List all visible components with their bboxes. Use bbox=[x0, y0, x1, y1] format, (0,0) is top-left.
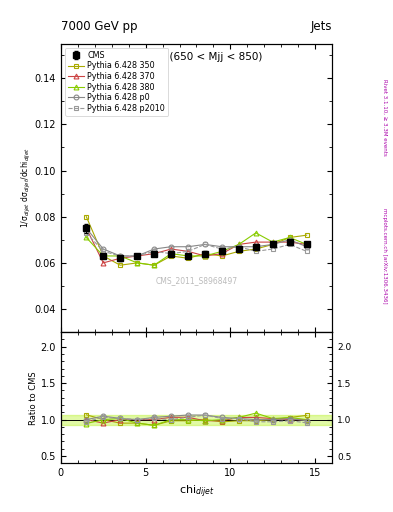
Pythia 6.428 370 bbox=[118, 255, 123, 261]
Y-axis label: Ratio to CMS: Ratio to CMS bbox=[29, 371, 38, 424]
Pythia 6.428 p2010 bbox=[237, 244, 241, 250]
Text: CMS_2011_S8968497: CMS_2011_S8968497 bbox=[156, 275, 237, 285]
Pythia 6.428 380 bbox=[135, 260, 140, 266]
Pythia 6.428 p0 bbox=[135, 253, 140, 259]
Pythia 6.428 370 bbox=[237, 241, 241, 247]
Pythia 6.428 p2010 bbox=[203, 241, 208, 247]
Pythia 6.428 350 bbox=[101, 253, 106, 259]
Pythia 6.428 370 bbox=[84, 225, 89, 231]
Pythia 6.428 p0 bbox=[203, 241, 208, 247]
Line: Pythia 6.428 370: Pythia 6.428 370 bbox=[84, 226, 309, 265]
Pythia 6.428 p2010 bbox=[169, 250, 173, 257]
Pythia 6.428 380 bbox=[270, 239, 275, 245]
Pythia 6.428 380 bbox=[185, 253, 190, 259]
Pythia 6.428 350 bbox=[135, 260, 140, 266]
Pythia 6.428 p2010 bbox=[220, 246, 224, 252]
Pythia 6.428 380 bbox=[169, 250, 173, 257]
Text: 7000 GeV pp: 7000 GeV pp bbox=[61, 20, 138, 33]
Pythia 6.428 350 bbox=[304, 232, 309, 238]
Pythia 6.428 350 bbox=[152, 262, 156, 268]
Line: Pythia 6.428 p0: Pythia 6.428 p0 bbox=[84, 226, 309, 259]
Pythia 6.428 350 bbox=[237, 248, 241, 254]
Pythia 6.428 p0 bbox=[253, 244, 258, 250]
Pythia 6.428 380 bbox=[220, 248, 224, 254]
Pythia 6.428 p0 bbox=[287, 237, 292, 243]
Pythia 6.428 p2010 bbox=[84, 230, 89, 236]
Pythia 6.428 380 bbox=[237, 241, 241, 247]
Pythia 6.428 p0 bbox=[237, 244, 241, 250]
Pythia 6.428 380 bbox=[152, 262, 156, 268]
Text: Rivet 3.1.10, ≥ 3.3M events: Rivet 3.1.10, ≥ 3.3M events bbox=[382, 79, 387, 156]
Pythia 6.428 p2010 bbox=[270, 246, 275, 252]
Pythia 6.428 p0 bbox=[220, 244, 224, 250]
Pythia 6.428 350 bbox=[84, 214, 89, 220]
Pythia 6.428 350 bbox=[169, 253, 173, 259]
Pythia 6.428 380 bbox=[203, 253, 208, 259]
Pythia 6.428 380 bbox=[101, 253, 106, 259]
Pythia 6.428 370 bbox=[203, 253, 208, 259]
Pythia 6.428 370 bbox=[304, 241, 309, 247]
Text: Jets: Jets bbox=[310, 20, 332, 33]
Pythia 6.428 p2010 bbox=[118, 253, 123, 259]
Pythia 6.428 380 bbox=[118, 253, 123, 259]
Pythia 6.428 350 bbox=[118, 262, 123, 268]
X-axis label: chi$_{dijet}$: chi$_{dijet}$ bbox=[179, 484, 214, 500]
Pythia 6.428 p0 bbox=[152, 246, 156, 252]
Pythia 6.428 370 bbox=[185, 248, 190, 254]
Pythia 6.428 350 bbox=[203, 250, 208, 257]
Pythia 6.428 p0 bbox=[270, 241, 275, 247]
Pythia 6.428 370 bbox=[220, 250, 224, 257]
Pythia 6.428 380 bbox=[253, 230, 258, 236]
Pythia 6.428 370 bbox=[169, 246, 173, 252]
Pythia 6.428 350 bbox=[253, 246, 258, 252]
Line: Pythia 6.428 380: Pythia 6.428 380 bbox=[84, 230, 309, 268]
Pythia 6.428 p2010 bbox=[152, 248, 156, 254]
Pythia 6.428 p0 bbox=[84, 225, 89, 231]
Pythia 6.428 p0 bbox=[169, 244, 173, 250]
Pythia 6.428 p0 bbox=[101, 246, 106, 252]
Pythia 6.428 350 bbox=[270, 241, 275, 247]
Pythia 6.428 370 bbox=[287, 239, 292, 245]
Pythia 6.428 p2010 bbox=[135, 253, 140, 259]
Line: Pythia 6.428 p2010: Pythia 6.428 p2010 bbox=[84, 230, 309, 259]
Y-axis label: 1/σ$_{dijet}$ dσ$_{dijet}$/dchi$_{dijet}$: 1/σ$_{dijet}$ dσ$_{dijet}$/dchi$_{dijet}… bbox=[20, 147, 33, 228]
Pythia 6.428 p0 bbox=[118, 253, 123, 259]
Pythia 6.428 370 bbox=[152, 250, 156, 257]
Pythia 6.428 350 bbox=[220, 253, 224, 259]
Pythia 6.428 p2010 bbox=[304, 248, 309, 254]
Line: Pythia 6.428 350: Pythia 6.428 350 bbox=[84, 215, 309, 268]
Pythia 6.428 350 bbox=[287, 234, 292, 241]
Pythia 6.428 p2010 bbox=[287, 241, 292, 247]
Pythia 6.428 370 bbox=[270, 239, 275, 245]
Pythia 6.428 380 bbox=[287, 234, 292, 241]
Pythia 6.428 370 bbox=[253, 239, 258, 245]
Legend: CMS, Pythia 6.428 350, Pythia 6.428 370, Pythia 6.428 380, Pythia 6.428 p0, Pyth: CMS, Pythia 6.428 350, Pythia 6.428 370,… bbox=[65, 48, 169, 116]
Pythia 6.428 370 bbox=[101, 260, 106, 266]
Pythia 6.428 370 bbox=[135, 253, 140, 259]
Pythia 6.428 p0 bbox=[185, 244, 190, 250]
Text: mcplots.cern.ch [arXiv:1306.3436]: mcplots.cern.ch [arXiv:1306.3436] bbox=[382, 208, 387, 304]
Pythia 6.428 p2010 bbox=[185, 248, 190, 254]
Pythia 6.428 p2010 bbox=[253, 248, 258, 254]
Text: χ (jets) (650 < Mjj < 850): χ (jets) (650 < Mjj < 850) bbox=[130, 52, 263, 62]
Pythia 6.428 p2010 bbox=[101, 248, 106, 254]
Pythia 6.428 380 bbox=[84, 234, 89, 241]
Pythia 6.428 380 bbox=[304, 241, 309, 247]
Bar bbox=[61, 415, 332, 425]
Pythia 6.428 p0 bbox=[304, 244, 309, 250]
Pythia 6.428 350 bbox=[185, 255, 190, 261]
